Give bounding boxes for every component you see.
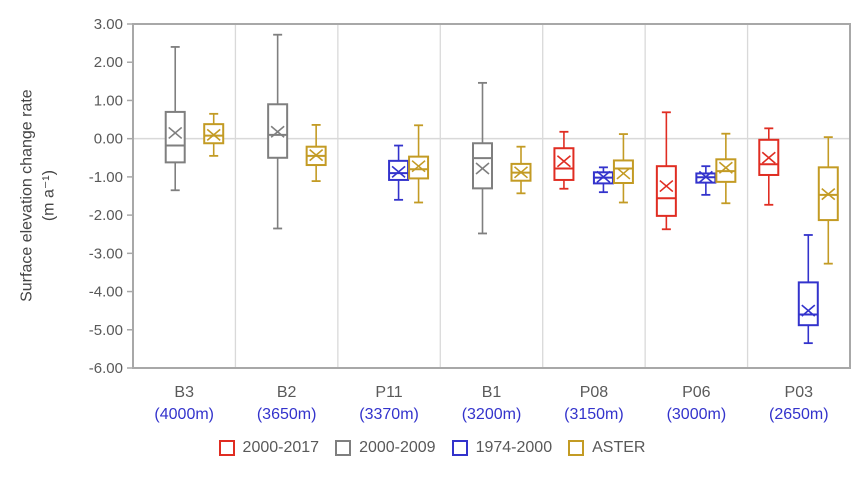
chart-legend: 2000-2017 2000-2009 1974-2000 ASTER bbox=[0, 439, 864, 457]
box-P03-ASTER bbox=[817, 136, 839, 265]
y-tick-label: -6.00 bbox=[89, 360, 123, 377]
box-P08-ASTER bbox=[612, 133, 634, 204]
mean-marker bbox=[616, 167, 631, 180]
box-P11-1974-2000 bbox=[388, 144, 410, 201]
iqr-box bbox=[797, 281, 819, 327]
mean-marker bbox=[801, 304, 816, 317]
category-label: B3 bbox=[174, 384, 194, 401]
iqr-box bbox=[203, 123, 225, 145]
mean-marker bbox=[718, 161, 733, 174]
y-tick-label: 1.00 bbox=[94, 92, 123, 109]
box-B1-ASTER bbox=[510, 145, 532, 195]
legend-item-2000-2009: 2000-2009 bbox=[335, 439, 436, 457]
legend-item-1974-2000: 1974-2000 bbox=[451, 439, 553, 457]
elevation-label: (4000m) bbox=[154, 406, 214, 423]
box-P08-2000-2017 bbox=[553, 130, 575, 190]
legend-swatch-1974-2000 bbox=[451, 440, 468, 456]
y-tick-label: -4.00 bbox=[89, 284, 123, 301]
chart-canvas: 3.00 2.00 1.00 0.00 -1.00 -2.00 -3.00 -4.00 -5.0… bbox=[89, 16, 851, 423]
y-tick-label: 2.00 bbox=[94, 54, 123, 71]
category-label: P11 bbox=[375, 384, 402, 401]
box-P08-1974-2000 bbox=[592, 166, 614, 194]
mean-marker bbox=[309, 148, 324, 162]
legend-label: 2000-2017 bbox=[242, 439, 320, 456]
mean-marker bbox=[596, 170, 611, 183]
iqr-box bbox=[408, 155, 430, 180]
legend-label: ASTER bbox=[592, 439, 646, 456]
legend-label: 1974-2000 bbox=[475, 439, 553, 456]
legend-item-2000-2017: 2000-2017 bbox=[218, 439, 320, 457]
category-label: B1 bbox=[482, 384, 502, 401]
box-P03-2000-2017 bbox=[758, 127, 780, 206]
legend-swatch-2000-2017 bbox=[218, 440, 235, 456]
mean-marker bbox=[206, 128, 221, 141]
elevation-label: (2650m) bbox=[769, 406, 829, 423]
y-tick-label: -2.00 bbox=[89, 207, 123, 224]
iqr-box bbox=[655, 165, 677, 217]
iqr-box bbox=[164, 110, 186, 164]
mean-marker bbox=[761, 151, 776, 164]
legend-item-ASTER: ASTER bbox=[568, 439, 645, 457]
mean-marker bbox=[391, 165, 406, 179]
mean-marker bbox=[659, 179, 674, 193]
category-label: B2 bbox=[277, 384, 297, 401]
mean-marker bbox=[698, 170, 713, 183]
y-tick-label: -1.00 bbox=[89, 169, 123, 186]
elevation-label: (3200m) bbox=[462, 406, 522, 423]
elevation-label: (3000m) bbox=[667, 406, 727, 423]
legend-label: 2000-2009 bbox=[359, 439, 436, 456]
mean-marker bbox=[168, 126, 183, 140]
iqr-box bbox=[612, 159, 634, 185]
box-B2-ASTER bbox=[305, 124, 327, 182]
box-B3-2000-2009 bbox=[164, 46, 186, 192]
y-tick-label: 0.00 bbox=[94, 131, 123, 148]
elevation-label: (3650m) bbox=[257, 406, 317, 423]
y-tick-label: 3.00 bbox=[94, 16, 123, 33]
mean-marker bbox=[411, 160, 426, 173]
legend-swatch-2000-2009 bbox=[335, 440, 352, 456]
elevation-label: (3370m) bbox=[359, 406, 419, 423]
plot-area-border bbox=[132, 23, 851, 369]
iqr-box bbox=[553, 147, 575, 181]
iqr-box bbox=[472, 142, 493, 190]
legend-swatch-ASTER bbox=[568, 440, 585, 456]
box-P11-ASTER bbox=[408, 124, 430, 204]
box-B2-2000-2009 bbox=[267, 33, 289, 230]
category-label: P08 bbox=[580, 384, 609, 401]
category-label: P06 bbox=[682, 384, 711, 401]
mean-marker bbox=[556, 155, 571, 168]
box-B3-ASTER bbox=[203, 112, 225, 157]
box-P06-1974-2000 bbox=[695, 165, 717, 196]
box-B1-2000-2009 bbox=[472, 81, 493, 235]
y-tick-label: -3.00 bbox=[89, 245, 123, 262]
box-P03-1974-2000 bbox=[797, 234, 819, 345]
category-label: P03 bbox=[785, 384, 814, 401]
mean-marker bbox=[475, 162, 490, 175]
box-P06-2000-2017 bbox=[655, 111, 677, 231]
mean-marker bbox=[270, 125, 285, 138]
mean-marker bbox=[821, 187, 836, 201]
y-tick-label: -5.00 bbox=[89, 322, 123, 339]
box-P06-ASTER bbox=[715, 132, 737, 205]
elevation-label: (3150m) bbox=[564, 406, 624, 423]
mean-marker bbox=[513, 166, 529, 179]
